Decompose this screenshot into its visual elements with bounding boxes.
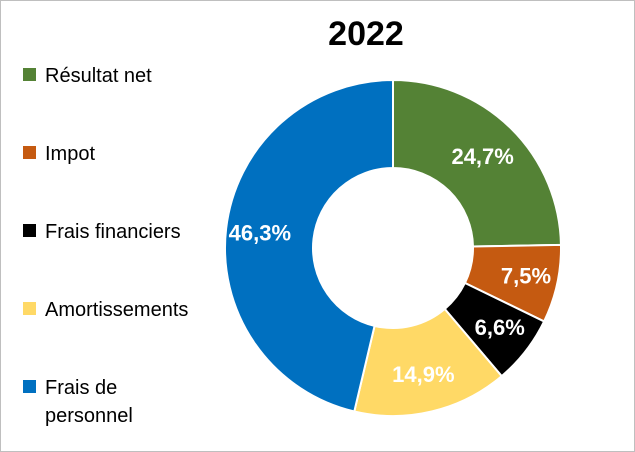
legend-item-impot: Impot [23,140,220,168]
legend-swatch-frais-financiers [23,224,36,237]
data-label-frais-de-personnel: 46,3% [229,221,291,246]
legend-swatch-resultat-net [23,68,36,81]
legend-swatch-impot [23,146,36,159]
legend-label-frais-de-personnel: Frais de personnel [45,377,133,427]
data-label-amortissements: 14,9% [392,362,454,387]
chart-title: 2022 [328,15,404,53]
data-label-impot: 7,5% [501,263,551,288]
legend-label-impot: Impot [45,143,96,165]
legend-item-amortissements: Amortissements [23,296,220,324]
legend-label-frais-financiers: Frais financiers [45,221,181,243]
legend-item-frais-de-personnel: Frais de personnel [23,374,165,430]
legend-item-resultat-net: Résultat net [23,62,220,90]
legend-swatch-frais-de-personnel [23,380,36,393]
slice-resultat-net [392,78,562,248]
legend-label-amortissements: Amortissements [45,299,189,321]
legend-item-frais-financiers: Frais financiers [23,218,220,246]
legend-label-resultat-net: Résultat net [45,65,152,87]
data-label-frais-financiers: 6,6% [475,315,525,340]
legend-swatch-amortissements [23,302,36,315]
chart-legend: Résultat net Impot Frais financiers Amor… [23,1,223,451]
slice-frais-de-personnel [224,78,394,413]
data-label-resultat-net: 24,7% [451,144,513,169]
